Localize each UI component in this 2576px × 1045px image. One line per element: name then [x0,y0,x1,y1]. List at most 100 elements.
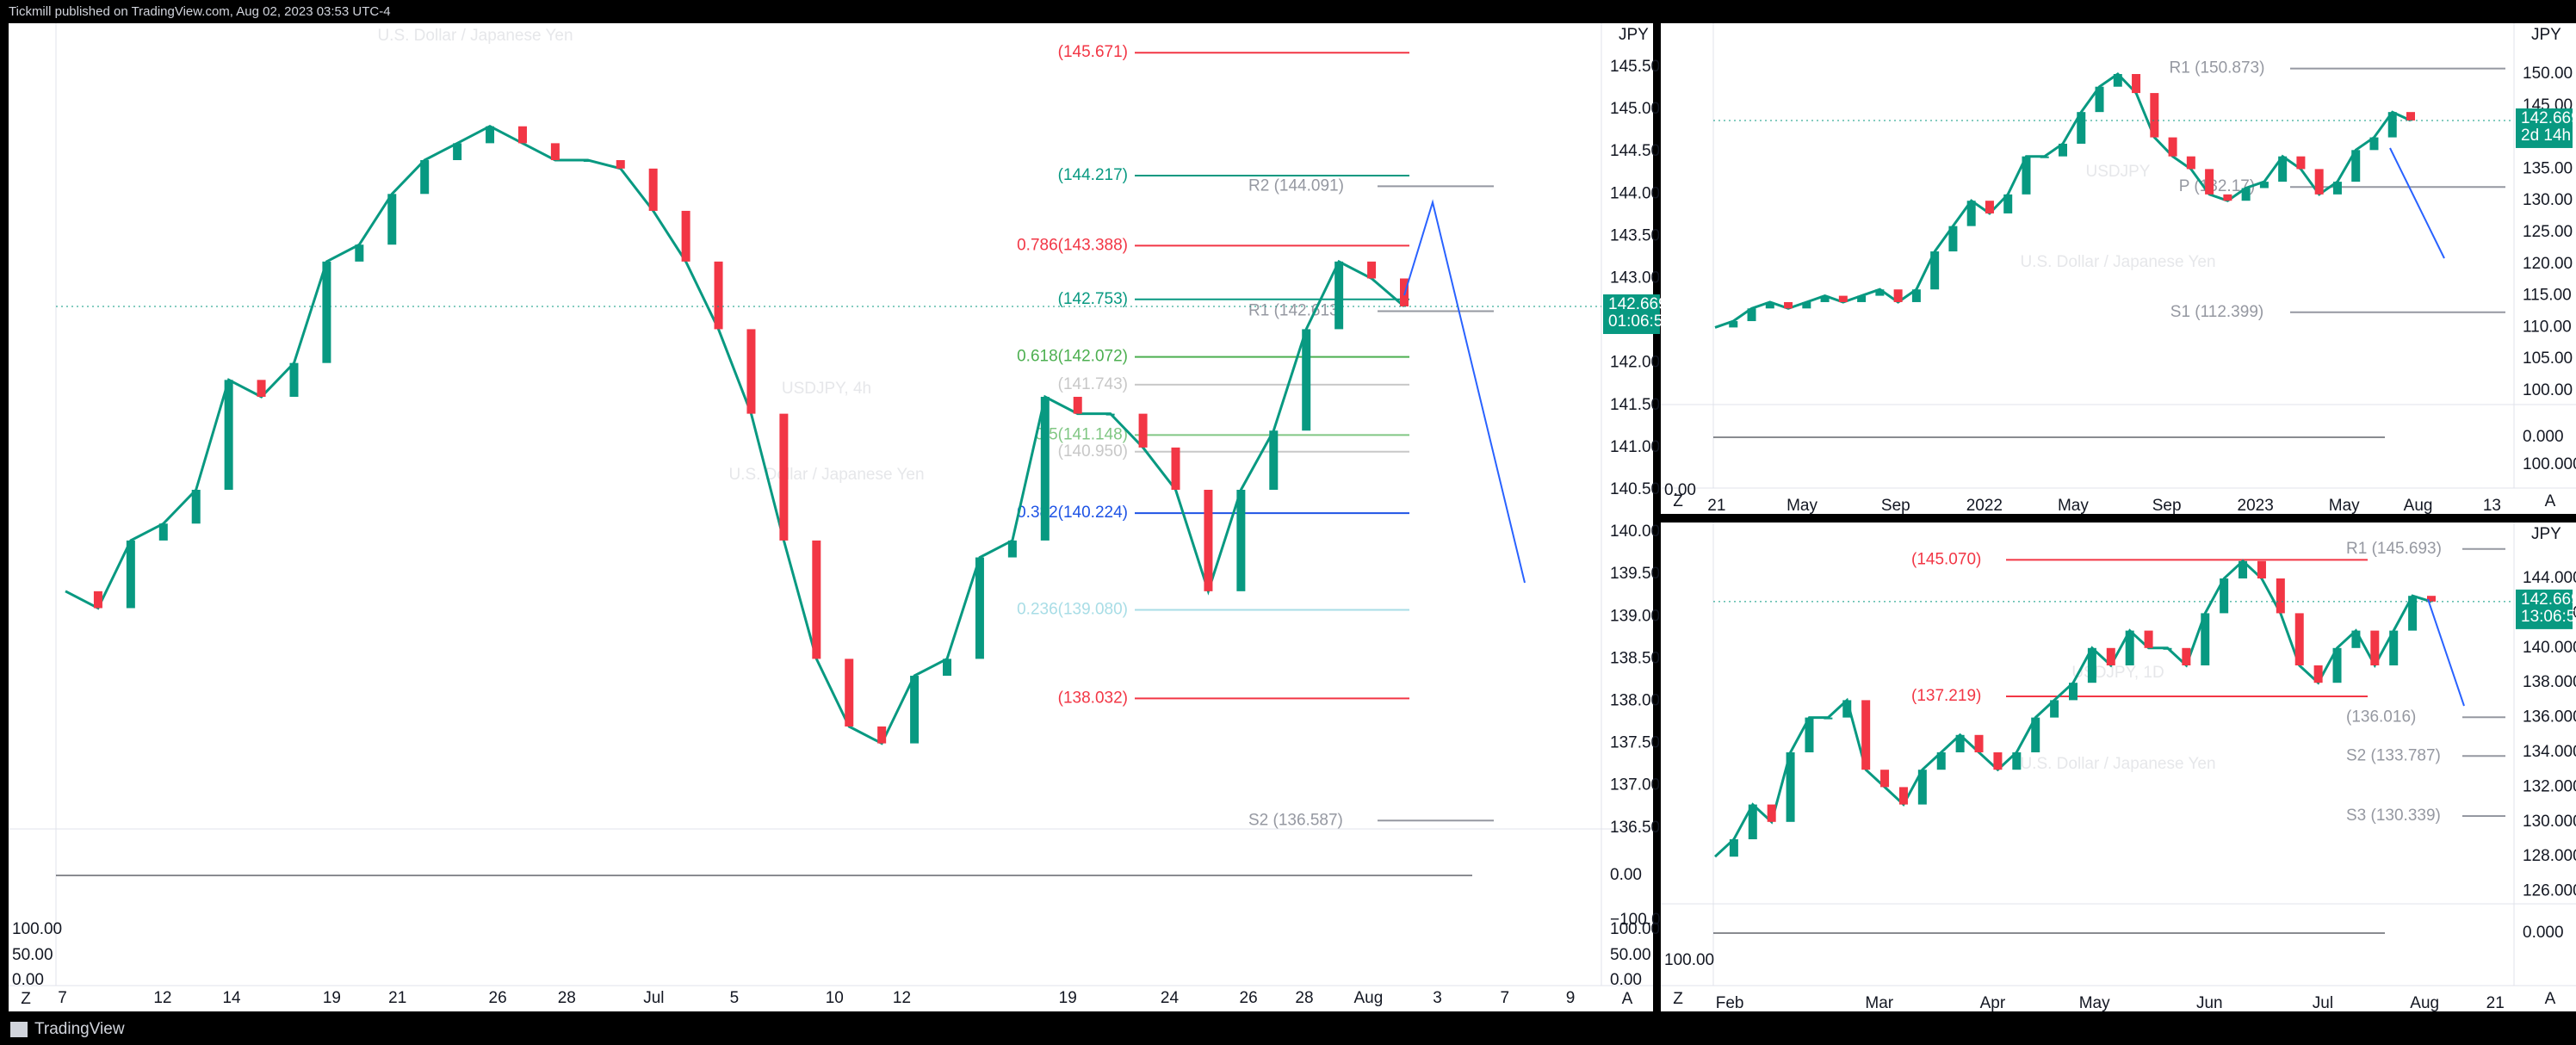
time-label: 26 [489,989,507,1007]
time-label: 19 [323,989,341,1007]
price-tick-label: 138.50 [1610,649,1660,667]
time-label: 10 [826,989,844,1007]
level-label: S3 (130.339) [2346,807,2441,825]
brand-logo [10,1022,28,1037]
projection-arrow [2427,598,2465,707]
time-label: 2022 [1966,497,2003,515]
price-tick-label: 139.00 [1610,607,1660,625]
time-label: Aug [2410,994,2439,1012]
level-label: (145.671) [1058,43,1128,61]
candle-body [2239,560,2248,578]
last-price: 142.669 [1608,295,1668,313]
candle-body [2201,613,2210,665]
currency-label: JPY [1619,26,1649,44]
candle-body [2059,143,2067,157]
chart-panel [1661,522,2576,1011]
candle-body [517,126,527,144]
candle-body [943,659,952,677]
candle-body [2408,596,2418,631]
candle-body [2332,647,2342,683]
countdown: 01:06:57 [1608,312,1672,331]
candle-body [2132,74,2141,94]
candle-body [1875,289,1885,296]
candle-body [1729,321,1738,328]
indicator-label: 0.000 [2523,924,2564,942]
candle-body [1073,396,1082,414]
time-label: 21 [1707,497,1725,515]
candle-body [355,244,364,262]
time-label: 21 [2486,994,2505,1012]
candle-body [1911,289,1921,302]
price-tick-label: 105.00 [2523,349,2573,368]
price-tick-label: 132.000 [2523,777,2576,795]
price-tick-label: 136.000 [2523,708,2576,727]
projection-arrow [1403,199,1526,584]
candle-body [2106,647,2115,665]
candle-body [1802,301,1811,309]
candle-body [257,380,266,397]
stoch-left-label: 100.00 [12,920,62,938]
level-label: 0.236(139.080) [1017,600,1128,618]
auto-button[interactable]: A [2545,492,2556,510]
candle-body [550,143,560,161]
level-label: (145.070) [1911,550,1981,568]
publish-header: Tickmill published on TradingView.com, A… [9,4,391,19]
price-tick-label: 141.50 [1610,396,1660,414]
level-label: (136.016) [2346,708,2416,726]
time-label: 26 [1240,989,1258,1007]
chart-panel [9,23,1653,1011]
price-tick-label: 145.00 [1610,100,1660,118]
candle-body [289,362,299,397]
candle-body [2186,156,2195,170]
candle-body [1204,490,1213,591]
brand: TradingView [34,1020,125,1038]
price-tick-label: 130.000 [2523,813,2576,831]
level-label: (142.753) [1058,290,1128,308]
price-tick-label: 145.50 [1610,58,1660,76]
candle-body [2144,630,2153,648]
time-label: Aug [2404,497,2433,515]
candle-body [1857,295,1867,302]
auto-button[interactable]: A [2545,990,2556,1008]
time-label: Jul [643,989,664,1007]
candle-body [2278,156,2288,182]
candle-body [191,490,201,524]
candle-body [1747,308,1756,322]
zoom-button[interactable]: Z [21,990,31,1008]
candle-body [2050,700,2059,718]
candle-body [2150,93,2159,138]
auto-button[interactable]: A [1622,990,1633,1008]
level-label: (137.219) [1911,687,1981,705]
price-tick-label: 144.50 [1610,142,1660,160]
candle-body [2406,112,2415,121]
candle-body [1105,413,1115,416]
price-tick-label: 130.00 [2523,191,2573,209]
candle-body [2040,156,2049,158]
candle-body [420,160,430,195]
countdown: 13:06:57 [2521,608,2576,626]
candle-body [1861,700,1871,770]
candle-body [1784,301,1793,309]
candle-body [322,261,331,363]
time-label: Jun [2196,994,2223,1012]
candle-body [2087,647,2096,683]
candle-body [1367,261,1377,279]
projection-arrow [2389,147,2445,259]
level-label: P (132.17) [2179,177,2255,195]
last-price: 142.669 [2521,109,2576,127]
price-tick-label: 140.50 [1610,480,1660,498]
candle-body [2069,683,2078,701]
zoom-button[interactable]: Z [1673,492,1683,510]
time-label: 7 [1500,989,1509,1007]
candle-body [1974,734,1984,752]
price-tick-label: 143.50 [1610,226,1660,244]
time-label: Feb [1716,994,1744,1012]
candle-body [2022,156,2031,195]
candle-body [1786,752,1795,822]
candle-body [1236,490,1246,591]
zoom-button[interactable]: Z [1673,990,1683,1008]
candle-body [2389,630,2399,665]
candle-body [1765,301,1774,309]
price-tick-label: 128.000 [2523,847,2576,865]
